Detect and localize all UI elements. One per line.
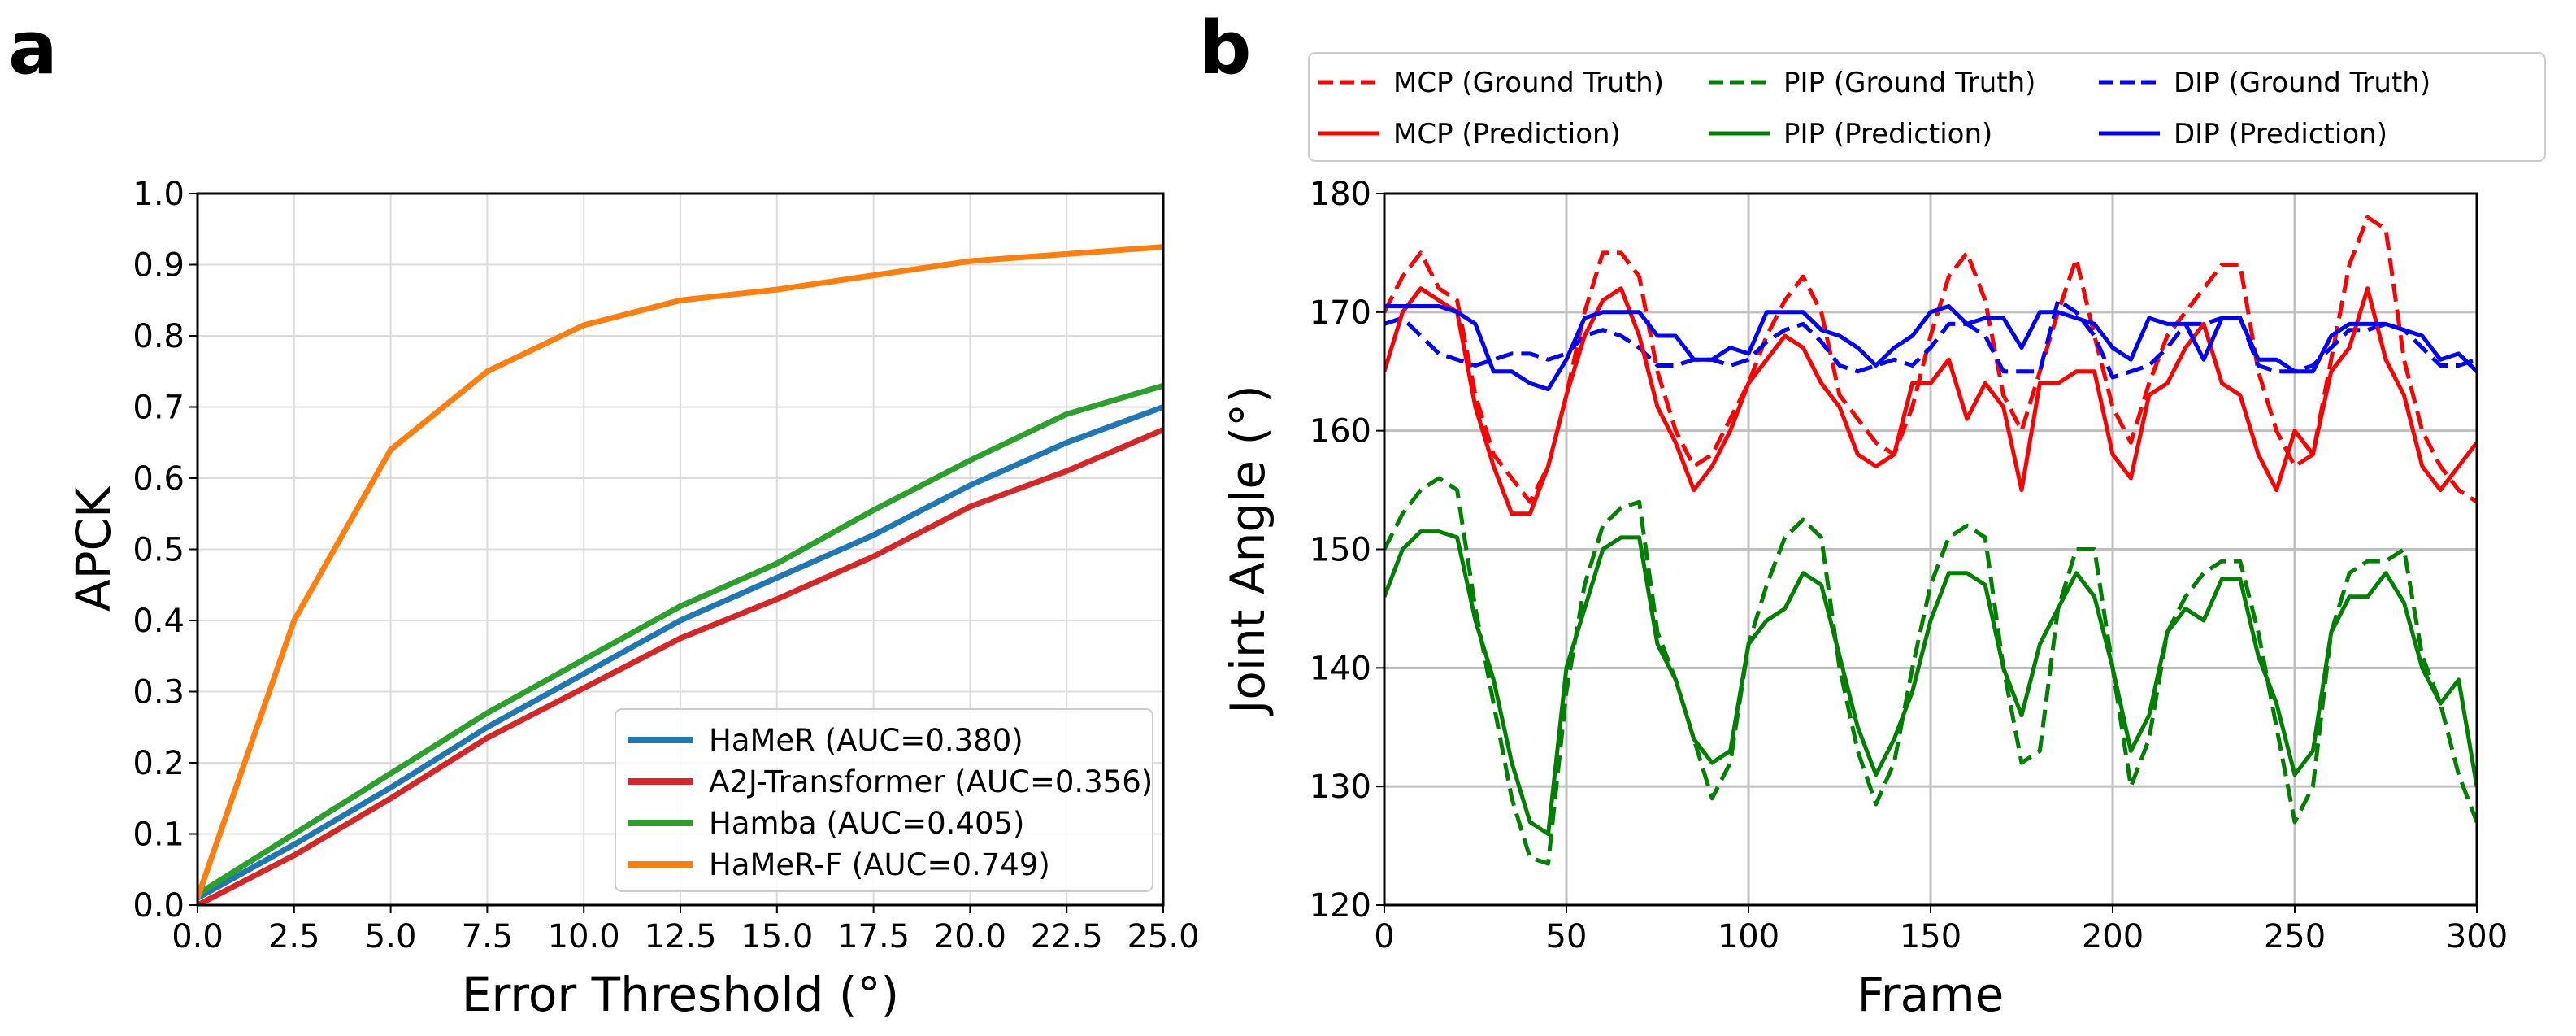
x-tick-label: 100	[1718, 918, 1779, 955]
legend-box	[1308, 52, 2546, 162]
y-tick-label: 0.8	[132, 318, 185, 355]
chart-a: 0.0 2.5 5.0 7.5 10.0 12.5 15.0 17.5 20.0 22.5 25.0…	[66, 176, 1200, 1022]
y-tick-label: 0.3	[132, 674, 185, 712]
y-tick-label: 0.1	[132, 816, 185, 854]
series-line-3	[1384, 286, 2477, 516]
y-tick-label: 0.7	[132, 390, 185, 427]
x-tick-label: 2.5	[268, 918, 320, 955]
x-tick-label: 12.5	[644, 918, 716, 955]
y-tick-label: 1.0	[132, 176, 185, 213]
y-tick-label: 0.9	[132, 247, 185, 285]
y-tick-label: 180	[1310, 176, 1371, 213]
y-tick-label: 0.0	[132, 887, 185, 925]
legend-label: HaMeR (AUC=0.380)	[709, 723, 1023, 758]
series-group	[198, 244, 1163, 905]
y-tick-label: 0.5	[132, 532, 185, 569]
series-line-4	[1384, 529, 2477, 836]
series-line-1	[1384, 476, 2477, 866]
chart-b: 0 50 100 150 200 250 300 120 130 140 150 160 170 180 F…	[1220, 52, 2546, 1022]
legend-label: DIP (Ground Truth)	[2174, 67, 2430, 99]
plot-frame	[196, 192, 1165, 907]
legend-label: Hamba (AUC=0.405)	[709, 806, 1024, 841]
y-tick-label: 0.4	[132, 603, 185, 640]
x-tick-label: 5.0	[365, 918, 417, 955]
x-tick-label: 50	[1546, 918, 1588, 955]
y-tick-label: 140	[1310, 650, 1371, 687]
plot-frame	[1383, 192, 2478, 907]
x-tick-label: 10.0	[548, 918, 620, 955]
legend-box	[615, 708, 1153, 892]
x-axis-label: Frame	[1857, 967, 2005, 1022]
legend-label: DIP (Prediction)	[2174, 118, 2387, 150]
y-tick-label: 0.2	[132, 745, 185, 782]
y-tick-label: 170	[1310, 294, 1371, 332]
series-line-0	[198, 404, 1163, 901]
y-tick-label: 160	[1310, 413, 1371, 451]
x-tick-label: 17.5	[837, 918, 910, 955]
y-tick-label: 120	[1310, 887, 1371, 925]
x-tick-label: 250	[2264, 918, 2326, 955]
x-tick-label: 0	[1374, 918, 1394, 955]
legend-label: PIP (Prediction)	[1783, 118, 1992, 150]
x-tick-label: 150	[1900, 918, 1961, 955]
y-axis-label: APCK	[66, 485, 121, 612]
legend-label: HaMeR-F (AUC=0.749)	[709, 847, 1050, 882]
legend-label: MCP (Prediction)	[1393, 118, 1621, 150]
x-tick-label: 22.5	[1031, 918, 1103, 955]
series-line-3	[198, 244, 1163, 899]
y-tick-label: 150	[1310, 532, 1371, 569]
y-tick-label: 130	[1310, 768, 1371, 806]
legend-label: A2J-Transformer (AUC=0.356)	[709, 764, 1153, 799]
x-tick-label: 200	[2082, 918, 2144, 955]
y-tick-label: 0.6	[132, 460, 185, 498]
series-line-1	[198, 427, 1163, 905]
series-line-0	[1384, 215, 2477, 504]
x-tick-label: 300	[2446, 918, 2508, 955]
x-tick-label: 20.0	[934, 918, 1006, 955]
x-tick-label: 15.0	[741, 918, 813, 955]
y-axis-label: Joint Angle (°)	[1220, 385, 1275, 716]
panel-label-a: a	[8, 6, 58, 91]
series-line-2	[198, 382, 1163, 897]
x-tick-label: 25.0	[1127, 918, 1199, 955]
x-axis-label: Error Threshold (°)	[462, 967, 899, 1022]
legend-label: MCP (Ground Truth)	[1393, 67, 1664, 99]
series-group	[1384, 215, 2477, 866]
x-tick-label: 7.5	[462, 918, 514, 955]
series-line-5	[1384, 304, 2477, 392]
x-tick-label: 0.0	[172, 918, 224, 955]
panel-label-b: b	[1199, 6, 1251, 91]
legend-label: PIP (Ground Truth)	[1783, 67, 2035, 99]
